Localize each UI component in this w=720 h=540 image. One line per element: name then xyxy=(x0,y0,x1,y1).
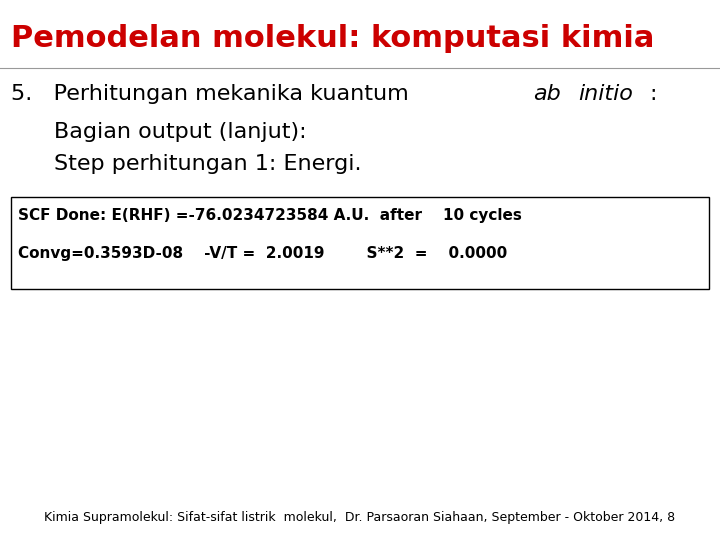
Text: SCF Done: E(RHF) =-76.0234723584 A.U.  after    10 cycles: SCF Done: E(RHF) =-76.0234723584 A.U. af… xyxy=(18,208,522,223)
Text: Convg=0.3593D-08    -V/T =  2.0019        S**2  =    0.0000: Convg=0.3593D-08 -V/T = 2.0019 S**2 = 0.… xyxy=(18,246,508,261)
Text: initio: initio xyxy=(578,84,633,104)
Text: Kimia Supramolekul: Sifat-sifat listrik  molekul,  Dr. Parsaoran Siahaan, Septem: Kimia Supramolekul: Sifat-sifat listrik … xyxy=(45,511,675,524)
Text: Step perhitungan 1: Energi.: Step perhitungan 1: Energi. xyxy=(54,154,361,174)
Text: ab: ab xyxy=(534,84,561,104)
Text: :: : xyxy=(649,84,657,104)
Text: Bagian output (lanjut):: Bagian output (lanjut): xyxy=(54,122,307,141)
Text: Pemodelan molekul: komputasi kimia: Pemodelan molekul: komputasi kimia xyxy=(11,24,654,53)
FancyBboxPatch shape xyxy=(11,197,709,289)
Text: 5.   Perhitungan mekanika kuantum: 5. Perhitungan mekanika kuantum xyxy=(11,84,415,104)
